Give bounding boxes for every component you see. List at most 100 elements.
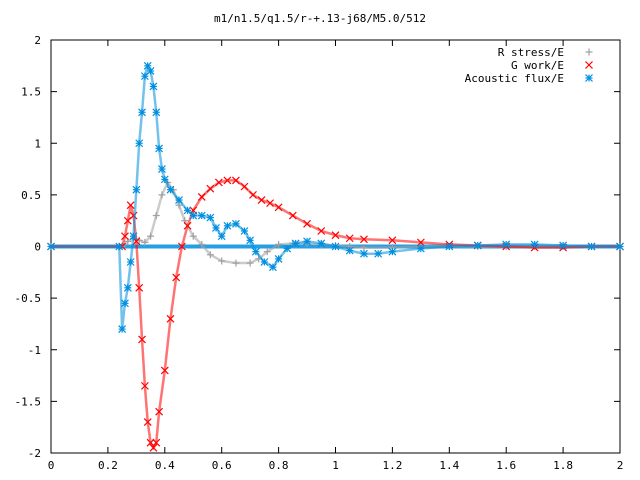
series-2-point-d2 xyxy=(115,242,124,251)
series-2-point xyxy=(126,258,135,266)
series-2-point-d2 xyxy=(587,242,596,251)
legend-label: G work/E xyxy=(511,59,564,72)
series-1-point-d2 xyxy=(223,176,232,185)
series-2-point-d2 xyxy=(291,239,300,248)
series-1-point xyxy=(197,193,206,201)
series-0-point xyxy=(141,238,149,246)
series-1-point-d2 xyxy=(146,438,155,447)
series-2-point-d2 xyxy=(123,283,132,292)
series-1-point xyxy=(331,231,340,240)
series-2-point-d2 xyxy=(223,221,232,230)
series-2-point xyxy=(303,237,311,246)
series-2-point-d2 xyxy=(126,258,135,266)
series-2-point-d2 xyxy=(197,211,206,220)
series-1-point xyxy=(166,314,175,323)
series-0-point xyxy=(147,232,155,240)
y-tick-label: 0 xyxy=(34,241,41,254)
series-1-point-d2 xyxy=(135,283,144,292)
series-1-point xyxy=(140,381,149,390)
series-0-point xyxy=(152,212,160,220)
series-2-point xyxy=(132,185,141,194)
series-2-point xyxy=(274,254,283,263)
series-1-point xyxy=(240,182,249,191)
series-2-point xyxy=(175,196,183,204)
series-1-point-d2 xyxy=(331,231,340,240)
series-2-point xyxy=(138,108,146,117)
series-2-point-d2 xyxy=(616,242,624,251)
legend-label: Acoustic flux/E xyxy=(465,72,564,85)
series-2-point-d2 xyxy=(189,211,198,220)
series-2-point-d2 xyxy=(345,246,354,255)
y-tick-label: 1 xyxy=(34,137,41,150)
series-2-point-d2 xyxy=(274,254,283,263)
series-2-point-d2 xyxy=(388,247,397,256)
series-1-point-d2 xyxy=(143,418,152,426)
series-2-point xyxy=(223,221,232,230)
series-1-point xyxy=(257,196,266,204)
series-2-point-d2 xyxy=(149,82,158,91)
y-tick-label: -2 xyxy=(28,447,41,460)
series-2-point xyxy=(416,244,425,253)
x-tick-label: 0 xyxy=(48,459,55,472)
series-2-point-d2 xyxy=(146,67,155,75)
series-2-point xyxy=(260,258,269,266)
series-1-point xyxy=(360,235,368,244)
series-1-point xyxy=(146,438,155,447)
series-2-point xyxy=(559,241,568,250)
legend-marker xyxy=(585,74,593,82)
series-2-point-d2 xyxy=(206,213,215,222)
series-2-point xyxy=(135,139,144,148)
series-2-point xyxy=(118,325,127,334)
series-2-point xyxy=(160,175,169,184)
series-2-point-d2 xyxy=(251,247,260,256)
series-2-point-d2 xyxy=(530,240,539,249)
series-1-point-d2 xyxy=(240,182,249,191)
series-2-point-d2 xyxy=(374,249,383,258)
series-1-point-d2 xyxy=(183,221,192,230)
series-2-point xyxy=(388,247,397,256)
series-1-point-d2 xyxy=(206,184,215,193)
series-1-point xyxy=(121,232,129,241)
series-2-point xyxy=(47,242,55,251)
series-2-point-d2 xyxy=(183,206,192,215)
series-1-point xyxy=(135,283,144,292)
series-1-point-d2 xyxy=(166,314,175,323)
legend-marker xyxy=(585,61,593,69)
series-2-point xyxy=(587,242,596,251)
series-2-point-d2 xyxy=(143,61,152,70)
legend-marker-d2 xyxy=(585,74,593,82)
series-1-point xyxy=(172,273,181,282)
series-2-point-d2 xyxy=(303,237,311,246)
series-2-point-d2 xyxy=(283,244,292,253)
series-2-point-d2 xyxy=(138,108,146,117)
x-tick-label: 1.4 xyxy=(439,459,459,472)
series-2-point xyxy=(129,232,138,241)
series-2-point xyxy=(197,211,206,220)
series-2-point-d2 xyxy=(559,241,568,250)
series-1-point-d2 xyxy=(360,235,368,244)
series-1-point-d2 xyxy=(416,238,425,247)
series-2-point xyxy=(123,283,132,292)
x-tick-label: 2 xyxy=(617,459,624,472)
series-2-point-d2 xyxy=(317,239,326,248)
x-tick-label: 0.2 xyxy=(98,459,118,472)
series-0-point xyxy=(232,259,240,267)
series-2-point xyxy=(212,223,220,232)
x-tick-label: 0.4 xyxy=(155,459,175,472)
y-tick-label: -0.5 xyxy=(15,292,42,305)
series-1-point-d2 xyxy=(160,366,169,375)
series-0-point xyxy=(275,240,283,248)
series-2-point-d2 xyxy=(129,232,138,241)
series-1-point-d2 xyxy=(288,211,297,220)
series-2-point xyxy=(217,232,226,241)
series-1-point-d2 xyxy=(140,381,149,390)
series-1-trace xyxy=(51,179,620,451)
x-tick-label: 1.6 xyxy=(496,459,516,472)
series-1-point xyxy=(232,176,240,185)
series-1-point xyxy=(138,335,146,344)
series-2-point xyxy=(473,241,482,250)
series-1-point-d2 xyxy=(249,190,257,199)
series-1-point xyxy=(388,236,397,245)
series-1-point xyxy=(223,176,232,185)
